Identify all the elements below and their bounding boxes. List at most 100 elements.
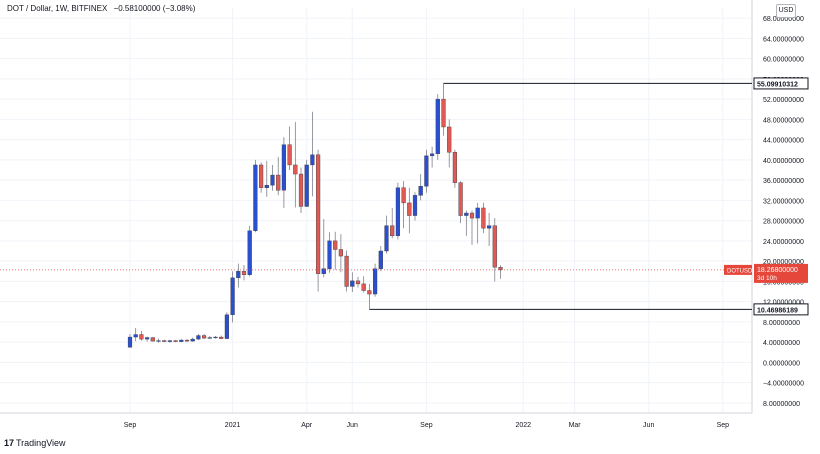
candle-body xyxy=(487,225,492,229)
candle xyxy=(321,219,326,278)
candle xyxy=(407,187,412,234)
x-tick-label: Jun xyxy=(643,422,654,429)
y-tick-label: 12.00000000 xyxy=(763,300,804,307)
candle xyxy=(458,181,463,224)
bar-countdown: 3d 10h xyxy=(757,275,777,282)
candle-body xyxy=(395,187,400,237)
candle xyxy=(264,160,269,197)
currency-button[interactable]: USD xyxy=(776,4,796,18)
time-axis[interactable]: Sep 2021 Apr Jun Sep 2022 Mar Jun Sep xyxy=(124,422,729,429)
tradingview-logo[interactable]: 17 TradingView xyxy=(4,438,66,448)
x-tick-label: Sep xyxy=(420,422,433,429)
candle xyxy=(355,276,361,288)
candle xyxy=(184,339,190,343)
candle xyxy=(333,231,338,270)
candle-body xyxy=(150,337,155,342)
candle-body xyxy=(144,337,150,340)
y-tick-label: 8.00000000 xyxy=(763,320,800,327)
candle xyxy=(378,245,383,272)
candle-body xyxy=(196,335,201,340)
candle xyxy=(293,121,298,208)
candle-body xyxy=(179,339,184,342)
candle-body xyxy=(350,280,355,287)
candle xyxy=(127,334,133,348)
y-tick-label: 32.00000000 xyxy=(763,198,804,205)
chart-footer: 17 TradingView xyxy=(0,432,820,454)
candle-body xyxy=(441,98,446,128)
candle xyxy=(270,164,275,191)
candle xyxy=(464,210,469,236)
candle-body xyxy=(207,337,212,339)
price-change: −0.58100000 (−3.08%) xyxy=(113,4,196,13)
tradingview-logo-text: TradingView xyxy=(16,438,66,448)
candle-body xyxy=(384,225,389,252)
candle xyxy=(452,149,457,188)
candle-body xyxy=(213,336,218,339)
candle xyxy=(361,276,366,293)
candle xyxy=(373,263,378,297)
candle-body xyxy=(458,182,463,216)
candle xyxy=(424,149,429,193)
candle-body xyxy=(219,336,224,339)
symbol-tag-box xyxy=(724,264,752,275)
y-tick-label: 36.00000000 xyxy=(763,178,804,185)
x-tick-label: Sep xyxy=(717,422,730,429)
candle xyxy=(390,207,395,239)
x-tick-label: Jun xyxy=(347,422,358,429)
candle-body xyxy=(304,164,309,207)
candle-body xyxy=(333,240,338,250)
y-tick-label: 28.00000000 xyxy=(763,219,804,226)
chart-axes xyxy=(0,0,753,414)
candle-body xyxy=(321,268,326,274)
candle-body xyxy=(253,164,258,231)
candle-body xyxy=(430,153,435,157)
candle xyxy=(418,174,423,201)
y-tick-label: 48.00000000 xyxy=(763,117,804,124)
horizontal-levels[interactable] xyxy=(369,82,752,310)
candle xyxy=(236,263,241,288)
price-axis[interactable]: 68.0000000064.0000000060.0000000056.0000… xyxy=(763,16,804,408)
candle xyxy=(481,202,486,234)
candle-body xyxy=(361,283,366,291)
candle xyxy=(338,234,343,273)
candle-body xyxy=(247,230,252,275)
candle xyxy=(384,215,389,254)
candle xyxy=(281,137,286,208)
candle xyxy=(475,202,480,244)
y-tick-label: 52.00000000 xyxy=(763,97,804,104)
x-tick-label: 2021 xyxy=(225,422,241,429)
candle xyxy=(498,265,503,279)
candle xyxy=(196,334,201,341)
candle-body xyxy=(452,152,457,183)
candle-body xyxy=(418,185,423,196)
symbol-tag: DOTUSD xyxy=(727,268,753,274)
level-label: 55.09910312 xyxy=(757,81,798,88)
x-tick-label: Mar xyxy=(569,422,582,429)
candle-body xyxy=(464,212,469,216)
candle-body xyxy=(401,187,406,204)
candle xyxy=(253,159,258,233)
y-tick-label: 40.00000000 xyxy=(763,158,804,165)
candle-body xyxy=(338,249,343,257)
candle-body xyxy=(276,174,281,191)
candle xyxy=(144,336,150,342)
candle-body xyxy=(498,267,503,271)
candle-body xyxy=(201,335,207,339)
candle xyxy=(207,336,212,340)
chart-grid xyxy=(0,8,752,413)
x-tick-label: Sep xyxy=(124,422,137,429)
candle xyxy=(412,192,418,221)
candle xyxy=(344,250,349,292)
candle-body xyxy=(133,334,138,338)
candle xyxy=(173,340,178,343)
candle xyxy=(259,162,264,193)
current-price-badge xyxy=(754,263,808,283)
candle xyxy=(156,338,161,343)
candle-body xyxy=(378,250,383,269)
current-price-label: 18.26800000 xyxy=(757,267,798,274)
candle-body xyxy=(190,338,195,342)
symbol-title[interactable]: DOT / Dollar, 1W, BITFINEX xyxy=(7,4,108,13)
candle-body xyxy=(367,290,372,295)
